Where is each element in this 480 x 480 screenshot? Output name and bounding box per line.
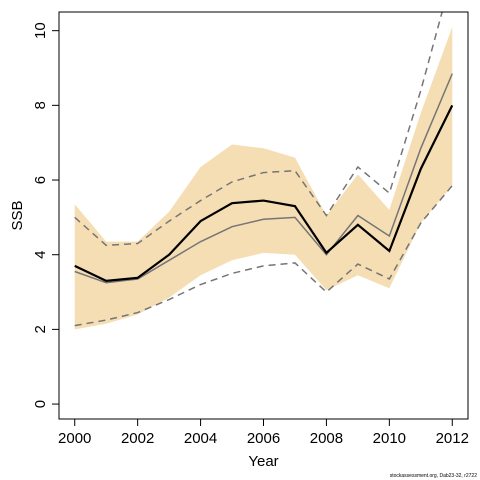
y-tick-label: 10 — [32, 22, 49, 39]
y-axis: 0 2 4 6 8 10 — [32, 22, 59, 408]
x-tick-label: 2006 — [247, 430, 280, 447]
footnote: stockassessment.org, Dab23-32, r2722 — [390, 473, 477, 479]
x-tick-label: 2010 — [373, 430, 406, 447]
x-tick-label: 2012 — [436, 430, 469, 447]
estimate-line — [74, 104, 454, 282]
y-tick-label: 0 — [32, 400, 49, 408]
x-axis-title: Year — [248, 453, 278, 470]
y-axis-title: SSB — [9, 200, 26, 230]
y-tick-label: 8 — [32, 101, 49, 109]
y-tick-label: 6 — [32, 176, 49, 184]
lower-bound-dashed-line — [74, 185, 453, 327]
x-axis: 2000 2002 2004 2006 2008 2010 2012 — [58, 419, 469, 447]
x-tick-label: 2002 — [121, 430, 154, 447]
confidence-band — [74, 26, 453, 330]
upper-bound-dashed-line — [74, 12, 443, 247]
x-tick-label: 2008 — [310, 430, 343, 447]
y-tick-label: 2 — [32, 325, 49, 333]
x-tick-label: 2004 — [184, 430, 217, 447]
x-tick-label: 2000 — [58, 430, 91, 447]
plot-area — [74, 12, 454, 330]
y-tick-label: 4 — [32, 251, 49, 259]
median-line — [74, 73, 453, 284]
